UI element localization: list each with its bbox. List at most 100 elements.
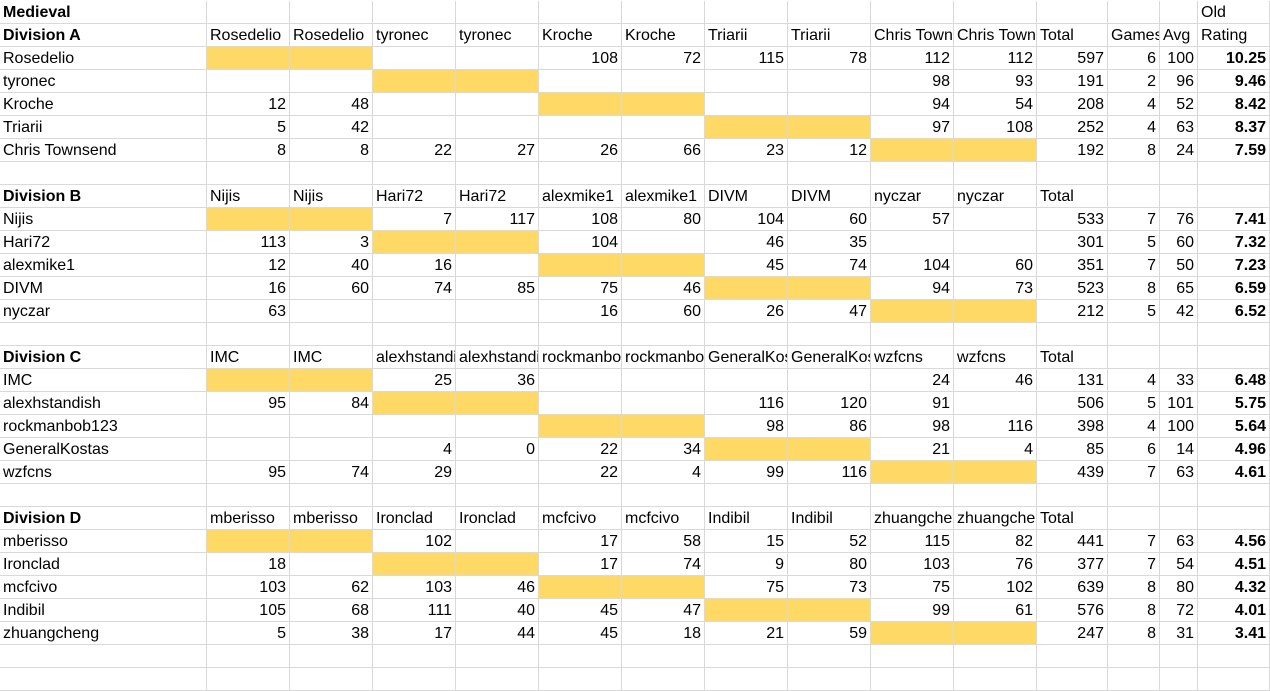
avg-cell[interactable]: 96 bbox=[1160, 70, 1198, 93]
avg-cell[interactable]: 100 bbox=[1160, 415, 1198, 438]
column-header[interactable]: mcfcivo bbox=[622, 507, 705, 530]
column-header[interactable]: Chris Townsend bbox=[954, 24, 1037, 47]
score-cell[interactable] bbox=[456, 93, 539, 116]
score-cell[interactable] bbox=[705, 70, 788, 93]
player-name[interactable]: DIVM bbox=[0, 277, 207, 300]
column-header[interactable]: nyczar bbox=[954, 185, 1037, 208]
self-match-cell[interactable] bbox=[539, 93, 622, 116]
empty-cell[interactable] bbox=[373, 1, 456, 24]
score-cell[interactable]: 26 bbox=[539, 139, 622, 162]
games-cell[interactable]: 7 bbox=[1108, 553, 1160, 576]
rating-cell[interactable]: 7.23 bbox=[1198, 254, 1270, 277]
score-cell[interactable] bbox=[622, 231, 705, 254]
column-header[interactable]: DIVM bbox=[788, 185, 871, 208]
score-cell[interactable]: 91 bbox=[871, 392, 954, 415]
empty-cell[interactable] bbox=[871, 668, 954, 691]
self-match-cell[interactable] bbox=[373, 231, 456, 254]
avg-cell[interactable]: 52 bbox=[1160, 93, 1198, 116]
score-cell[interactable]: 5 bbox=[207, 116, 290, 139]
total-cell[interactable]: 439 bbox=[1037, 461, 1108, 484]
player-name[interactable]: alexhstandish bbox=[0, 392, 207, 415]
column-header[interactable]: Total bbox=[1037, 24, 1108, 47]
score-cell[interactable]: 34 bbox=[622, 438, 705, 461]
score-cell[interactable]: 85 bbox=[456, 277, 539, 300]
self-match-cell[interactable] bbox=[456, 70, 539, 93]
empty-cell[interactable] bbox=[456, 323, 539, 346]
total-cell[interactable]: 192 bbox=[1037, 139, 1108, 162]
empty-cell[interactable] bbox=[539, 323, 622, 346]
self-match-cell[interactable] bbox=[456, 392, 539, 415]
score-cell[interactable]: 44 bbox=[456, 622, 539, 645]
column-header[interactable]: Rosedelio bbox=[290, 24, 373, 47]
score-cell[interactable] bbox=[207, 438, 290, 461]
empty-cell[interactable] bbox=[705, 668, 788, 691]
empty-cell[interactable] bbox=[290, 484, 373, 507]
self-match-cell[interactable] bbox=[207, 530, 290, 553]
score-cell[interactable] bbox=[373, 47, 456, 70]
score-cell[interactable] bbox=[290, 70, 373, 93]
column-header[interactable]: Total bbox=[1037, 346, 1108, 369]
empty-cell[interactable] bbox=[1108, 323, 1160, 346]
score-cell[interactable]: 80 bbox=[622, 208, 705, 231]
self-match-cell[interactable] bbox=[622, 576, 705, 599]
self-match-cell[interactable] bbox=[539, 576, 622, 599]
player-name[interactable]: GeneralKostas bbox=[0, 438, 207, 461]
self-match-cell[interactable] bbox=[290, 47, 373, 70]
score-cell[interactable]: 76 bbox=[954, 553, 1037, 576]
score-cell[interactable]: 3 bbox=[290, 231, 373, 254]
rating-cell[interactable]: 9.46 bbox=[1198, 70, 1270, 93]
column-header[interactable]: Avg bbox=[1160, 24, 1198, 47]
score-cell[interactable] bbox=[622, 392, 705, 415]
score-cell[interactable]: 8 bbox=[290, 139, 373, 162]
rating-cell[interactable]: 7.41 bbox=[1198, 208, 1270, 231]
empty-cell[interactable] bbox=[788, 484, 871, 507]
player-name[interactable]: Hari72 bbox=[0, 231, 207, 254]
score-cell[interactable]: 18 bbox=[622, 622, 705, 645]
score-cell[interactable] bbox=[539, 70, 622, 93]
score-cell[interactable]: 40 bbox=[290, 254, 373, 277]
score-cell[interactable] bbox=[539, 392, 622, 415]
score-cell[interactable] bbox=[207, 70, 290, 93]
score-cell[interactable] bbox=[539, 369, 622, 392]
score-cell[interactable]: 23 bbox=[705, 139, 788, 162]
empty-cell[interactable] bbox=[705, 484, 788, 507]
player-name[interactable]: Chris Townsend bbox=[0, 139, 207, 162]
empty-cell[interactable] bbox=[207, 323, 290, 346]
column-header[interactable]: Chris Townsend bbox=[871, 24, 954, 47]
score-cell[interactable] bbox=[207, 415, 290, 438]
score-cell[interactable]: 40 bbox=[456, 599, 539, 622]
score-cell[interactable] bbox=[954, 392, 1037, 415]
avg-cell[interactable]: 63 bbox=[1160, 116, 1198, 139]
score-cell[interactable]: 16 bbox=[373, 254, 456, 277]
empty-cell[interactable] bbox=[954, 668, 1037, 691]
empty-cell[interactable] bbox=[1108, 1, 1160, 24]
score-cell[interactable]: 75 bbox=[539, 277, 622, 300]
score-cell[interactable]: 108 bbox=[539, 47, 622, 70]
rating-cell[interactable]: 8.37 bbox=[1198, 116, 1270, 139]
empty-cell[interactable] bbox=[0, 668, 207, 691]
avg-cell[interactable]: 63 bbox=[1160, 530, 1198, 553]
score-cell[interactable]: 115 bbox=[871, 530, 954, 553]
score-cell[interactable]: 15 bbox=[705, 530, 788, 553]
score-cell[interactable] bbox=[456, 116, 539, 139]
self-match-cell[interactable] bbox=[539, 254, 622, 277]
total-cell[interactable]: 252 bbox=[1037, 116, 1108, 139]
avg-cell[interactable]: 31 bbox=[1160, 622, 1198, 645]
column-header[interactable]: wzfcns bbox=[871, 346, 954, 369]
score-cell[interactable] bbox=[456, 415, 539, 438]
score-cell[interactable] bbox=[290, 553, 373, 576]
self-match-cell[interactable] bbox=[871, 300, 954, 323]
empty-cell[interactable] bbox=[1198, 668, 1270, 691]
score-cell[interactable]: 98 bbox=[705, 415, 788, 438]
score-cell[interactable]: 95 bbox=[207, 461, 290, 484]
column-header[interactable]: alexhstandish bbox=[373, 346, 456, 369]
rating-cell[interactable]: 4.96 bbox=[1198, 438, 1270, 461]
score-cell[interactable]: 75 bbox=[871, 576, 954, 599]
total-cell[interactable]: 506 bbox=[1037, 392, 1108, 415]
self-match-cell[interactable] bbox=[788, 599, 871, 622]
empty-cell[interactable] bbox=[1198, 323, 1270, 346]
score-cell[interactable]: 12 bbox=[207, 93, 290, 116]
score-cell[interactable]: 47 bbox=[788, 300, 871, 323]
score-cell[interactable]: 38 bbox=[290, 622, 373, 645]
score-cell[interactable] bbox=[705, 93, 788, 116]
